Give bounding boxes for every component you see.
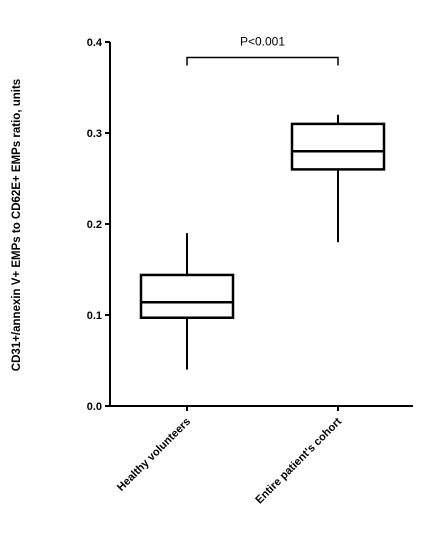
x-axis: Healthy volunteers Entire patient's cohor…: [110, 405, 413, 506]
box-series: [139, 114, 386, 370]
y-tick-label: 0.2: [87, 219, 102, 231]
x-tick-label: Healthy volunteers: [115, 416, 193, 494]
box-entire-patients-cohort: [290, 114, 386, 243]
significance-bracket: P<0.001: [186, 34, 339, 66]
y-tick-label: 0.4: [87, 37, 103, 49]
y-tick-label: 0.0: [87, 401, 102, 413]
bracket-line: [186, 56, 339, 66]
iqr-box: [290, 122, 386, 171]
y-tick-label: 0.3: [87, 128, 102, 140]
p-value-label: P<0.001: [240, 34, 285, 48]
x-tick-label: Entire patient's cohort: [253, 415, 344, 506]
annotations: P<0.001: [186, 34, 339, 66]
y-tick-label: 0.1: [87, 310, 102, 322]
iqr-box: [139, 273, 235, 319]
y-axis: 0.0 0.1 0.2 0.3 0.4: [87, 37, 111, 413]
box-healthy-volunteers: [139, 233, 235, 370]
y-axis-title: CD31+/annexin V+ EMPs to CD62E+ EMPs rat…: [11, 79, 23, 371]
